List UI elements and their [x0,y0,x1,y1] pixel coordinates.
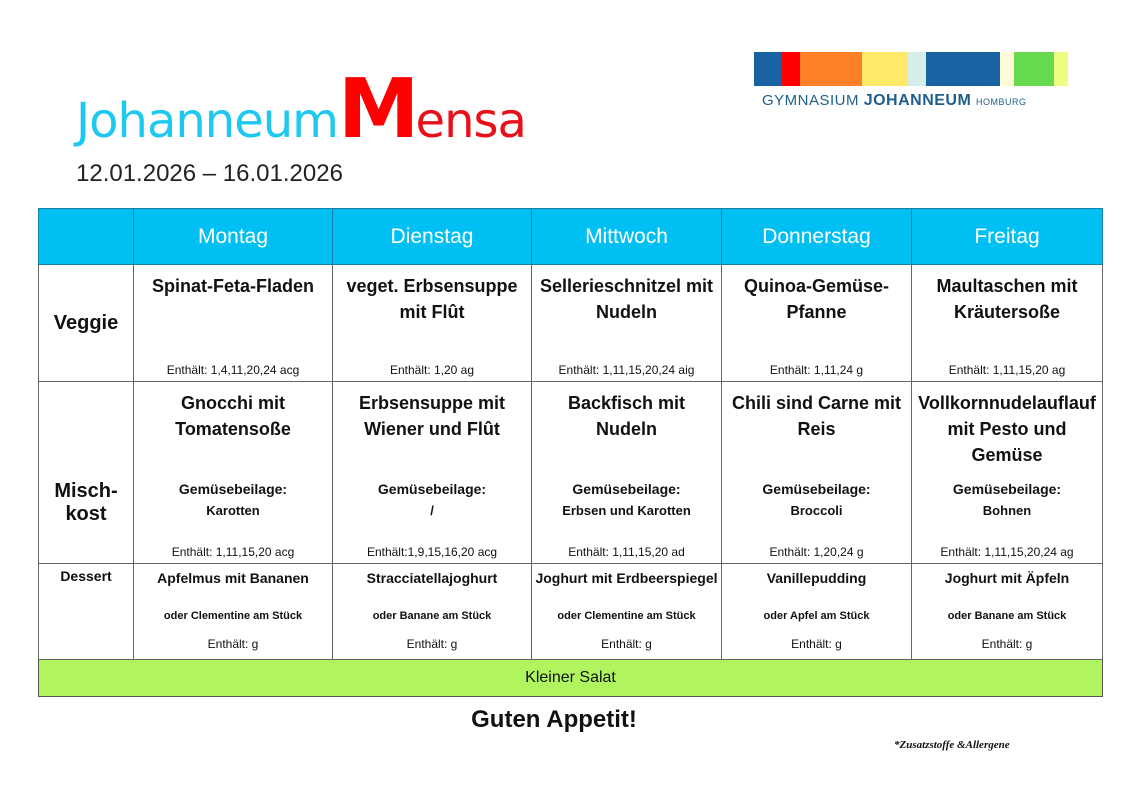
logo-bar [908,52,926,86]
allergens: Enthält: 1,11,15,20,24 ag [940,545,1074,559]
title-m: M [337,62,420,157]
logo-bar [1000,52,1014,86]
dessert-cell: Apfelmus mit Bananen oder Clementine am S… [133,563,333,660]
dish-name: Chili sind Carne mit Reis [731,393,902,439]
guten-appetit: Guten Appetit! [471,706,637,733]
allergens: Enthält: 1,11,15,20 acg [171,545,295,559]
row-label-text: Misch-kost [54,479,118,525]
day-header: Mittwoch [531,208,722,265]
side-label: Gemüsebeilage: [572,481,681,497]
allergen-note: *Zusatzstoffe &Allergene [894,739,1010,751]
dessert-name: Joghurt mit Äpfeln [944,570,1070,586]
logo-text-small: HOMBURG [975,97,1027,107]
title-suffix: ensa [415,93,527,149]
logo-bar [926,52,1000,86]
allergens: Enthält: 1,20 ag [389,363,475,377]
allergens: Enthält: 1,20,24 g [769,545,864,559]
allergens: Enthält: 1,11,15,20 ad [568,545,685,559]
allergens: Enthält: 1,11,15,20 ag [948,363,1066,377]
dish-name: Sellerieschnitzel mit Nudeln [539,276,714,322]
mischkost-cell: Backfisch mit Nudeln Gemüsebeilage: Erbsen… [531,381,722,564]
side-value: Erbsen und Karotten [562,503,691,518]
day-header: Freitag [911,208,1103,265]
side-value: / [430,503,434,518]
side-dish: Gemüsebeilage: Erbsen und Karotten [532,478,721,522]
logo-bar [754,52,782,86]
dessert-alternative: oder Clementine am Stück [557,610,696,622]
page-title: JohanneumMensa [76,62,527,157]
side-dish: Gemüsebeilage: Karotten [134,478,332,522]
logo-bar [800,52,862,86]
logo-bar [862,52,908,86]
dessert-name: Stracciatellajoghurt [366,570,498,586]
dish-name: veget. Erbsensuppe mit Flût [346,276,518,322]
veggie-cell: Quinoa-Gemüse-Pfanne Enthält: 1,11,24 g [721,264,912,382]
allergens: Enthält: g [601,637,652,651]
side-label: Gemüsebeilage: [952,481,1062,497]
mischkost-cell: Gnocchi mit Tomatensoße Gemüsebeilage: Kar… [133,381,333,564]
side-value: Broccoli [790,503,843,518]
dish-name: Maultaschen mit Kräutersoße [936,276,1078,322]
allergens: Enthält: g [406,637,458,651]
dish-name: Backfisch mit Nudeln [567,393,686,439]
logo-bar [1014,52,1054,86]
side-label: Gemüsebeilage: [762,481,871,497]
logo-color-bars [754,52,1068,86]
dish-name: Erbsensuppe mit Wiener und Flût [358,393,506,439]
allergens: Enthält: 1,11,24 g [769,363,864,377]
allergens: Enthält: g [207,637,259,651]
dish-name: Vollkornnudelauflauf mit Pesto und Gemüs… [918,393,1096,465]
side-value: Bohnen [982,503,1032,518]
dessert-alternative: oder Banane am Stück [947,610,1067,622]
row-label-veggie: Veggie [38,264,134,382]
veggie-cell: Sellerieschnitzel mit Nudeln Enthält: 1,1… [531,264,722,382]
side-dish: Gemüsebeilage: Bohnen [912,478,1102,522]
date-range: 12.01.2026 – 16.01.2026 [76,160,343,187]
dish-name: Quinoa-Gemüse-Pfanne [743,276,890,322]
allergens: Enthält:1,9,15,16,20 acg [366,545,498,559]
title-prefix: Johanneum [76,93,339,149]
logo-bar [782,52,800,86]
dessert-alternative: oder Clementine am Stück [163,610,303,622]
veggie-cell: veget. Erbsensuppe mit Flût Enthält: 1,20… [332,264,532,382]
dessert-cell: Stracciatellajoghurt oder Banane am Stück… [332,563,532,660]
logo-bar [1054,52,1068,86]
row-label-dessert: Dessert [38,563,134,660]
logo-text-bold: JOHANNEUM [863,92,972,109]
side-label: Gemüsebeilage: [377,481,487,497]
dish-name: Spinat-Feta-Fladen [151,276,314,296]
side-dish: Gemüsebeilage: / [333,478,531,522]
menu-table: Montag Dienstag Mittwoch Donnerstag Freitag … [38,208,1103,697]
allergens: Enthält: g [791,637,842,651]
logo-text: GYMNASIUM [762,92,860,109]
veggie-cell: Spinat-Feta-Fladen Enthält: 1,4,11,20,24 … [133,264,333,382]
day-header: Dienstag [332,208,532,265]
allergens: Enthält: 1,4,11,20,24 acg [166,363,300,377]
school-logo: GYMNASIUM JOHANNEUM HOMBURG [754,52,1068,110]
dessert-cell: Vanillepudding oder Apfel am Stück Enthält… [721,563,912,660]
dessert-name: Vanillepudding [766,570,867,586]
dessert-alternative: oder Banane am Stück [372,610,492,622]
dessert-cell: Joghurt mit Erdbeerspiegel oder Clementin… [531,563,722,660]
dish-name: Gnocchi mit Tomatensoße [175,393,291,439]
dessert-alternative: oder Apfel am Stück [763,610,870,622]
day-header: Montag [133,208,333,265]
dessert-cell: Joghurt mit Äpfeln oder Banane am Stück En… [911,563,1103,660]
side-dish: Gemüsebeilage: Broccoli [722,478,911,522]
day-header: Donnerstag [721,208,912,265]
mischkost-cell: Vollkornnudelauflauf mit Pesto und Gemüs… [911,381,1103,564]
side-value: Karotten [206,503,260,518]
row-label-mischkost: Misch-kost [38,381,134,564]
allergens: Enthält: 1,11,15,20,24 aig [558,363,695,377]
mischkost-cell: Erbsensuppe mit Wiener und Flût Gemüsebei… [332,381,532,564]
mischkost-cell: Chili sind Carne mit Reis Gemüsebeilage: B… [721,381,912,564]
corner-cell [38,208,134,265]
salad-bar: Kleiner Salat [38,659,1103,697]
allergens: Enthält: g [981,637,1033,651]
dessert-name: Joghurt mit Erdbeerspiegel [535,570,718,586]
side-label: Gemüsebeilage: [178,481,288,497]
veggie-cell: Maultaschen mit Kräutersoße Enthält: 1,11… [911,264,1103,382]
dessert-name: Apfelmus mit Bananen [157,570,309,586]
